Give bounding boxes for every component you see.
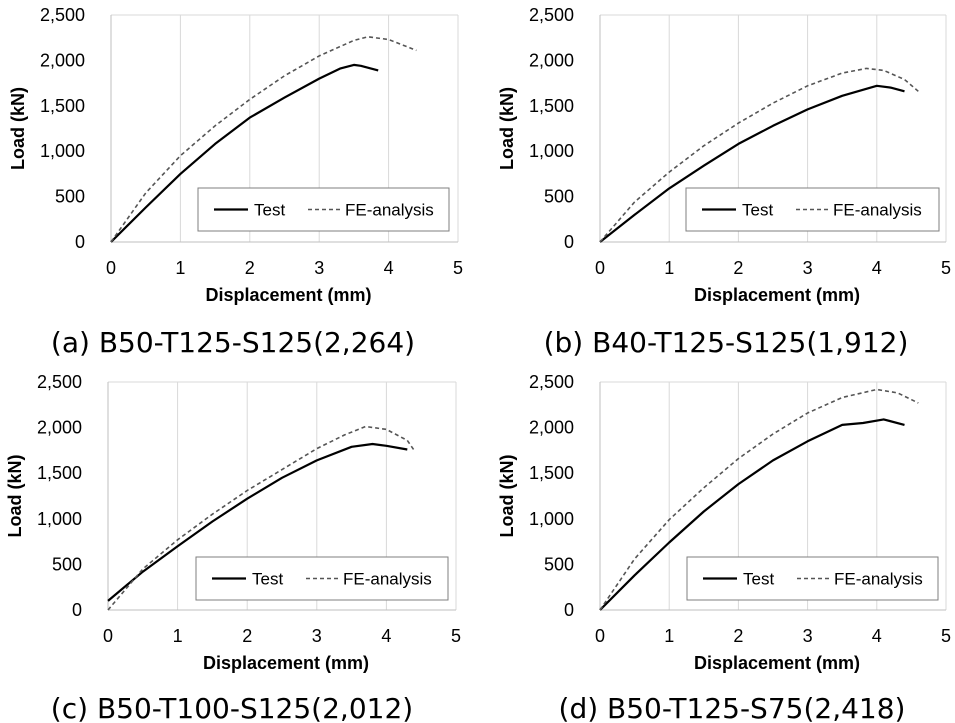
x-tick-label: 4 — [872, 626, 882, 646]
series-line-test — [110, 63, 379, 243]
legend-label-test: Test — [254, 201, 285, 220]
x-tick-label: 5 — [453, 258, 463, 278]
y-axis-title: Load (kN) — [497, 454, 517, 537]
y-axis-title: Load (kN) — [5, 454, 25, 537]
y-tick-label: 1,500 — [40, 96, 85, 116]
y-tick-label: 500 — [52, 554, 82, 574]
legend-label-test: Test — [742, 201, 773, 220]
x-tick-label: 2 — [245, 258, 255, 278]
panel-caption: (b) B40-T125-S125(1,912) — [544, 326, 909, 359]
y-tick-label: 500 — [55, 187, 85, 207]
y-tick-label: 500 — [544, 187, 574, 207]
legend-label-fe: FE-analysis — [833, 201, 922, 220]
x-tick-label: 4 — [384, 258, 394, 278]
y-tick-label: 0 — [564, 600, 574, 620]
y-tick-label: 2,000 — [37, 418, 82, 438]
x-tick-label: 5 — [941, 626, 951, 646]
x-tick-label: 1 — [664, 258, 674, 278]
chart-panel-0: 0 500 1,000 1,500 2,000 2,500 0 1 2 3 4 5 Displaceme… — [8, 5, 463, 359]
y-tick-label: 1,000 — [40, 141, 85, 161]
x-tick-label: 2 — [733, 258, 743, 278]
y-tick-label: 2,000 — [40, 50, 85, 70]
y-axis-title: Load (kN) — [8, 87, 28, 170]
x-tick-label: 3 — [312, 626, 322, 646]
y-tick-label: 500 — [544, 554, 574, 574]
legend-label-test: Test — [252, 570, 283, 589]
series-line-test — [599, 84, 905, 243]
x-tick-label: 0 — [595, 626, 605, 646]
x-tick-label: 3 — [803, 258, 813, 278]
y-tick-label: 0 — [72, 600, 82, 620]
series-line-test — [107, 442, 408, 602]
x-tick-label: 0 — [595, 258, 605, 278]
chart-panel-2: 0 500 1,000 1,500 2,000 2,500 0 1 2 3 4 5 Displaceme… — [5, 372, 461, 723]
legend-label-fe: FE-analysis — [343, 570, 432, 589]
series-line-fe-analysis — [110, 35, 417, 243]
legend-label-fe: FE-analysis — [345, 201, 434, 220]
x-tick-label: 3 — [803, 626, 813, 646]
x-tick-label: 1 — [664, 626, 674, 646]
x-axis-title: Displacement (mm) — [205, 285, 371, 305]
chart-panel-1: 0 500 1,000 1,500 2,000 2,500 0 1 2 3 4 5 Displaceme… — [497, 5, 951, 359]
y-tick-label: 1,500 — [529, 96, 574, 116]
x-axis-title: Displacement (mm) — [694, 653, 860, 673]
y-tick-label: 2,500 — [37, 372, 82, 392]
y-tick-label: 1,500 — [529, 463, 574, 483]
x-tick-label: 4 — [872, 258, 882, 278]
series-line-test — [599, 418, 905, 611]
y-tick-label: 1,000 — [529, 509, 574, 529]
y-tick-label: 2,000 — [529, 50, 574, 70]
y-tick-label: 2,500 — [529, 372, 574, 392]
y-tick-label: 2,500 — [529, 5, 574, 25]
x-tick-label: 5 — [941, 258, 951, 278]
panel-caption: (d) B50-T125-S75(2,418) — [559, 692, 906, 723]
x-tick-label: 2 — [242, 626, 252, 646]
legend-label-fe: FE-analysis — [834, 570, 923, 589]
x-tick-label: 0 — [103, 626, 113, 646]
y-tick-label: 0 — [564, 232, 574, 252]
x-axis-title: Displacement (mm) — [694, 285, 860, 305]
y-tick-label: 1,500 — [37, 463, 82, 483]
series-line-fe-analysis — [107, 425, 415, 611]
x-tick-label: 4 — [381, 626, 391, 646]
x-tick-label: 1 — [175, 258, 185, 278]
y-axis-title: Load (kN) — [497, 87, 517, 170]
x-tick-label: 2 — [733, 626, 743, 646]
x-tick-label: 5 — [451, 626, 461, 646]
panel-caption: (c) B50-T100-S125(2,012) — [51, 692, 413, 723]
y-tick-label: 0 — [75, 232, 85, 252]
chart-panel-3: 0 500 1,000 1,500 2,000 2,500 0 1 2 3 4 5 Displaceme… — [497, 372, 951, 723]
legend-label-test: Test — [743, 570, 774, 589]
y-tick-label: 1,000 — [529, 141, 574, 161]
x-axis-title: Displacement (mm) — [203, 653, 369, 673]
x-tick-label: 1 — [173, 626, 183, 646]
panel-caption: (a) B50-T125-S125(2,264) — [51, 326, 415, 359]
y-tick-label: 1,000 — [37, 509, 82, 529]
x-tick-label: 3 — [314, 258, 324, 278]
x-tick-label: 0 — [106, 258, 116, 278]
series-line-fe-analysis — [599, 67, 919, 243]
series-line-fe-analysis — [599, 388, 919, 611]
y-tick-label: 2,500 — [40, 5, 85, 25]
y-tick-label: 2,000 — [529, 418, 574, 438]
